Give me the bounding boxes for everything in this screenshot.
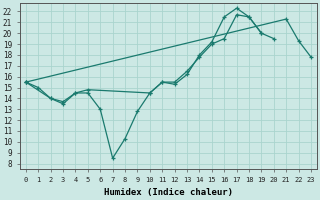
- X-axis label: Humidex (Indice chaleur): Humidex (Indice chaleur): [104, 188, 233, 197]
